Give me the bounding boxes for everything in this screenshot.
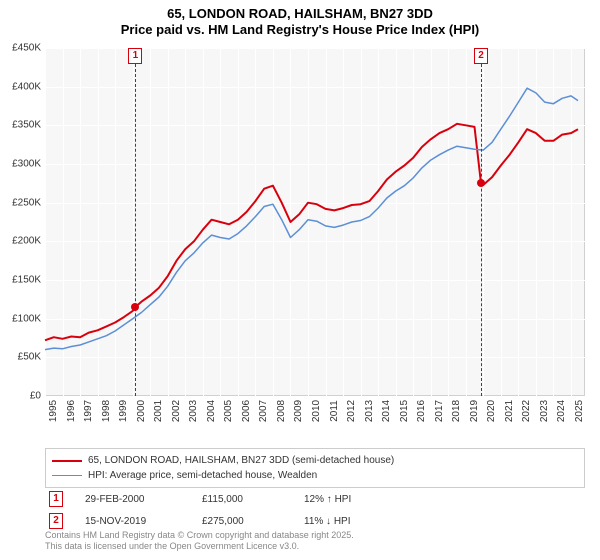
x-tick-label: 2019	[469, 400, 480, 422]
footer-attribution: Contains HM Land Registry data © Crown c…	[45, 530, 354, 553]
sale-point-dot	[477, 179, 485, 187]
chart-lines	[45, 48, 585, 396]
x-tick-label: 2020	[486, 400, 497, 422]
x-tick-label: 2022	[521, 400, 532, 422]
legend-swatch	[52, 475, 82, 476]
x-tick-label: 1998	[101, 400, 112, 422]
x-tick-label: 2001	[153, 400, 164, 422]
series-price_paid	[45, 124, 578, 340]
legend-box: 65, LONDON ROAD, HAILSHAM, BN27 3DD (sem…	[45, 448, 585, 488]
x-tick-label: 1997	[83, 400, 94, 422]
info-pct: 11% ↓ HPI	[304, 516, 404, 527]
x-tick-label: 2014	[381, 400, 392, 422]
x-tick-label: 2013	[364, 400, 375, 422]
info-marker-box: 2	[49, 513, 63, 529]
legend-swatch	[52, 460, 82, 462]
info-price: £275,000	[202, 516, 282, 527]
y-tick-label: £350K	[0, 120, 41, 131]
legend-row: HPI: Average price, semi-detached house,…	[52, 468, 578, 483]
x-tick-label: 2003	[188, 400, 199, 422]
x-tick-label: 2000	[136, 400, 147, 422]
y-tick-label: £250K	[0, 197, 41, 208]
sale-info-table: 1 29-FEB-2000 £115,000 12% ↑ HPI 2 15-NOV-201…	[45, 488, 585, 532]
y-tick-label: £50K	[0, 352, 41, 363]
info-row: 2 15-NOV-2019 £275,000 11% ↓ HPI	[45, 510, 585, 532]
sale-point-dot	[131, 303, 139, 311]
legend-label: HPI: Average price, semi-detached house,…	[88, 468, 317, 483]
gridline-h	[45, 396, 585, 397]
x-tick-label: 1996	[66, 400, 77, 422]
event-marker-box: 2	[474, 48, 488, 64]
title-line-2: Price paid vs. HM Land Registry's House …	[0, 22, 600, 38]
x-tick-label: 2002	[171, 400, 182, 422]
info-price: £115,000	[202, 494, 282, 505]
footer-line-1: Contains HM Land Registry data © Crown c…	[45, 530, 354, 541]
event-marker-line	[481, 64, 482, 396]
info-row: 1 29-FEB-2000 £115,000 12% ↑ HPI	[45, 488, 585, 510]
x-tick-label: 2023	[539, 400, 550, 422]
x-tick-label: 2012	[346, 400, 357, 422]
x-tick-label: 2007	[258, 400, 269, 422]
y-tick-label: £450K	[0, 43, 41, 54]
footer-line-2: This data is licensed under the Open Gov…	[45, 541, 354, 552]
event-marker-line	[135, 64, 136, 396]
x-tick-label: 2015	[399, 400, 410, 422]
legend-label: 65, LONDON ROAD, HAILSHAM, BN27 3DD (sem…	[88, 453, 394, 468]
y-tick-label: £150K	[0, 275, 41, 286]
event-marker-box: 1	[128, 48, 142, 64]
x-tick-label: 1995	[48, 400, 59, 422]
x-tick-label: 2024	[556, 400, 567, 422]
info-pct: 12% ↑ HPI	[304, 494, 404, 505]
x-tick-label: 2004	[206, 400, 217, 422]
y-tick-label: £400K	[0, 81, 41, 92]
info-marker-box: 1	[49, 491, 63, 507]
x-tick-label: 2017	[434, 400, 445, 422]
x-tick-label: 2010	[311, 400, 322, 422]
y-tick-label: £300K	[0, 159, 41, 170]
title-line-1: 65, LONDON ROAD, HAILSHAM, BN27 3DD	[0, 6, 600, 22]
x-tick-label: 2009	[293, 400, 304, 422]
chart-area: £0£50K£100K£150K£200K£250K£300K£350K£400…	[45, 48, 585, 418]
x-tick-label: 2006	[241, 400, 252, 422]
x-tick-label: 2011	[329, 400, 340, 422]
x-tick-label: 2016	[416, 400, 427, 422]
y-tick-label: £200K	[0, 236, 41, 247]
x-tick-label: 2025	[574, 400, 585, 422]
y-tick-label: £100K	[0, 313, 41, 324]
x-tick-label: 2005	[223, 400, 234, 422]
info-date: 15-NOV-2019	[85, 516, 180, 527]
info-date: 29-FEB-2000	[85, 494, 180, 505]
x-tick-label: 1999	[118, 400, 129, 422]
x-tick-label: 2018	[451, 400, 462, 422]
x-tick-label: 2021	[504, 400, 515, 422]
legend-row: 65, LONDON ROAD, HAILSHAM, BN27 3DD (sem…	[52, 453, 578, 468]
series-hpi	[45, 88, 578, 349]
y-tick-label: £0	[0, 391, 41, 402]
title-block: 65, LONDON ROAD, HAILSHAM, BN27 3DD Pric…	[0, 0, 600, 39]
x-tick-label: 2008	[276, 400, 287, 422]
